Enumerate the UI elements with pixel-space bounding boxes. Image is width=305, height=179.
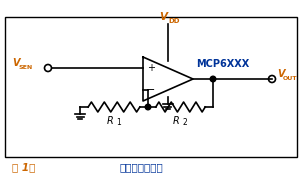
Text: 1: 1 [116,118,121,127]
Circle shape [145,104,151,110]
Text: DD: DD [168,18,180,23]
Text: R: R [173,116,180,126]
Bar [5,17,297,157]
Text: 2: 2 [182,118,187,127]
Text: 图 1：: 图 1： [12,162,35,172]
Text: V: V [12,57,20,67]
Text: 同相增益放大器: 同相增益放大器 [120,162,164,172]
Text: R: R [106,116,113,126]
Circle shape [210,76,216,82]
Text: V: V [277,69,285,79]
Text: +: + [147,63,155,73]
Text: MCP6XXX: MCP6XXX [196,59,249,69]
Text: −: − [146,85,156,95]
Text: SEN: SEN [18,64,32,69]
Text: V: V [159,12,167,22]
Text: OUT: OUT [282,76,297,81]
